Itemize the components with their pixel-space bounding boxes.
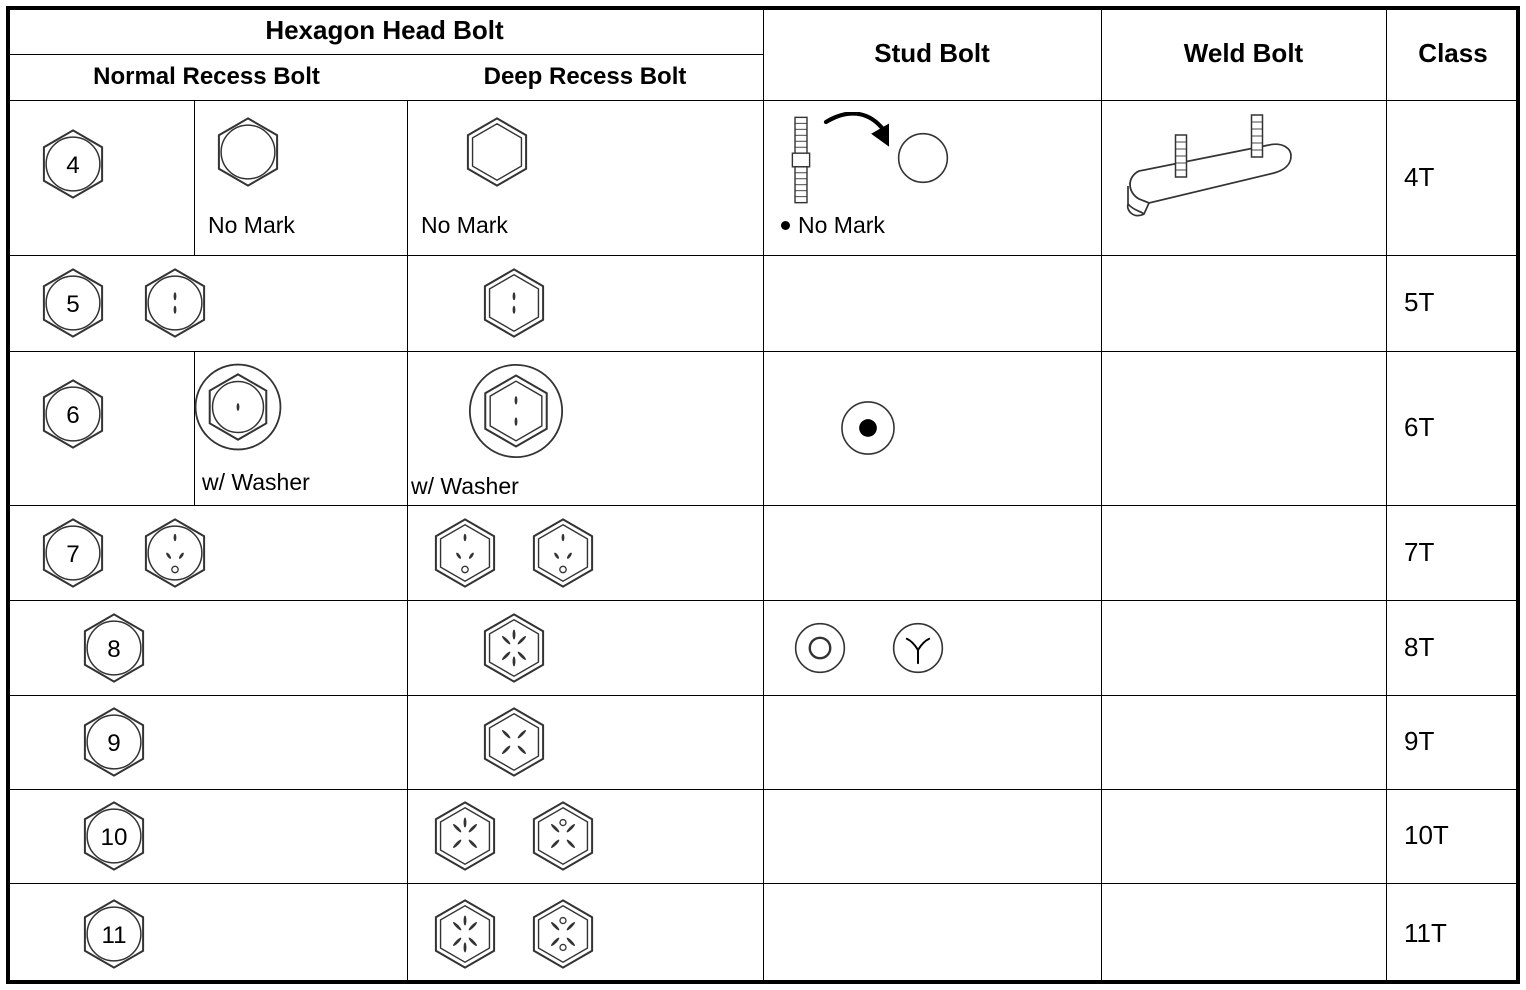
svg-text:6: 6: [66, 402, 79, 429]
svg-text:8: 8: [107, 635, 120, 662]
svg-text:9: 9: [107, 730, 120, 757]
svg-text:10: 10: [101, 824, 128, 851]
svg-text:11: 11: [101, 921, 126, 948]
svg-text:5: 5: [66, 291, 79, 318]
svg-text:4: 4: [66, 151, 79, 178]
svg-text:7: 7: [66, 540, 79, 567]
